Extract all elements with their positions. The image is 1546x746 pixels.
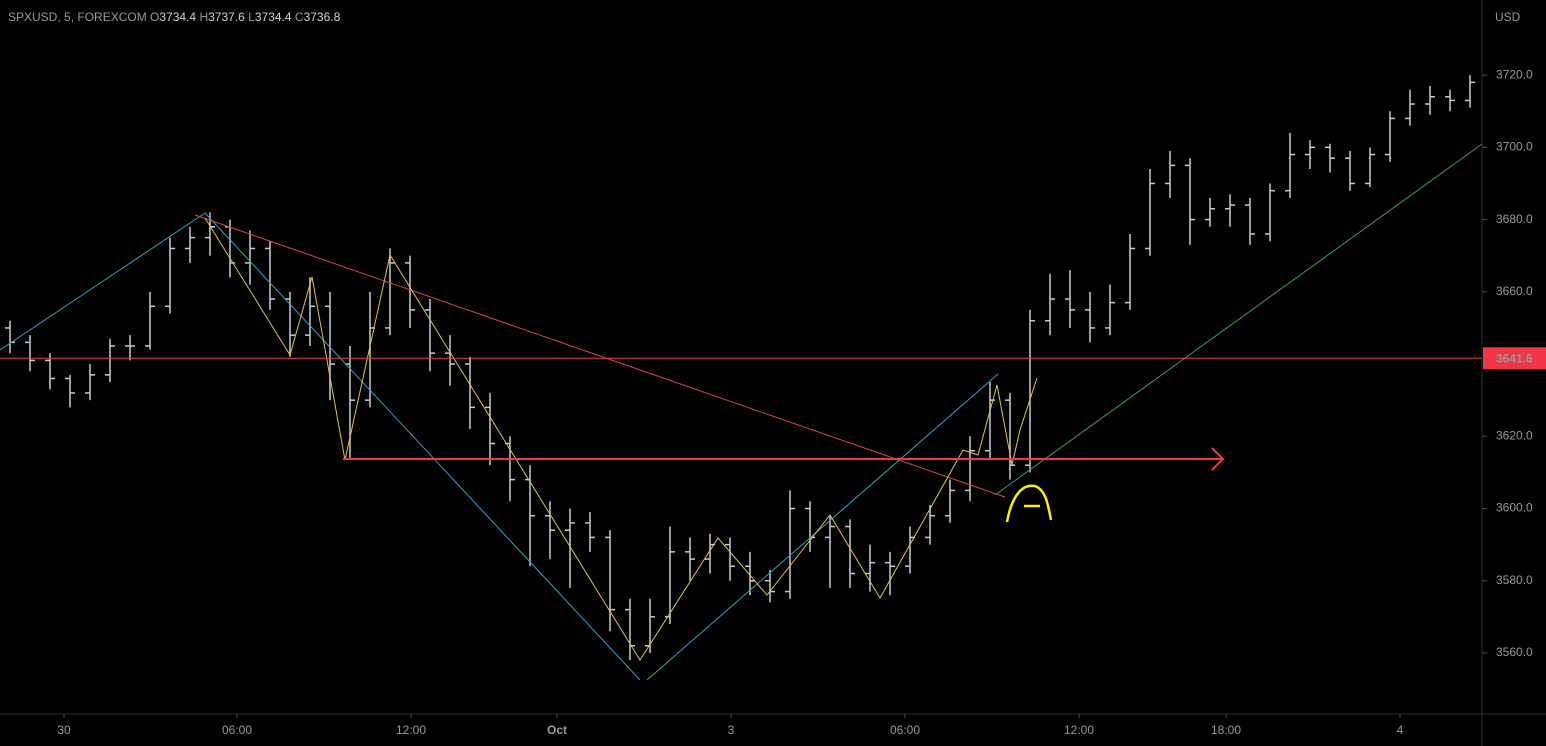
symbol: SPXUSD, 5, FOREXCOM — [8, 10, 147, 24]
l-value: 3734.4 — [255, 10, 292, 24]
y-tick-label: 3600.0 — [1496, 501, 1533, 515]
h-label: H — [199, 10, 208, 24]
y-tick-label: 3700.0 — [1496, 140, 1533, 154]
arrow-head — [1211, 447, 1225, 471]
header: SPXUSD, 5, FOREXCOM O3734.4 H3737.6 L373… — [8, 10, 341, 24]
zigzag — [204, 217, 1038, 661]
drawings — [0, 143, 1483, 681]
trend-line — [0, 212, 641, 681]
x-tick-label: 4 — [1397, 723, 1404, 737]
c-value: 3736.8 — [304, 10, 341, 24]
y-tick-label: 3580.0 — [1496, 573, 1533, 587]
y-tick-label: 3720.0 — [1496, 67, 1533, 81]
x-tick-label: 06:00 — [890, 723, 920, 737]
price-label: 3641.6 — [1496, 351, 1533, 365]
trend-line — [994, 143, 1483, 496]
price-label-box — [1483, 347, 1546, 370]
x-tick-label: 12:00 — [1064, 723, 1094, 737]
x-tick-label: 06:00 — [222, 723, 252, 737]
l-label: L — [248, 10, 255, 24]
x-tick-label: 30 — [57, 723, 71, 737]
y-tick-label: 3680.0 — [1496, 212, 1533, 226]
currency: USD — [1495, 10, 1521, 24]
x-tick-label: Oct — [547, 723, 567, 737]
y-tick-label: 3660.0 — [1496, 284, 1533, 298]
h-value: 3737.6 — [208, 10, 245, 24]
x-tick-label: 18:00 — [1211, 723, 1241, 737]
y-tick-label: 3620.0 — [1496, 428, 1533, 442]
o-label: O — [150, 10, 159, 24]
hand-drawn-a — [1005, 484, 1053, 523]
y-tick-label: 3560.0 — [1496, 645, 1533, 659]
trend-line — [194, 214, 1006, 498]
x-tick-label: 3 — [728, 723, 735, 737]
x-tick-label: 12:00 — [396, 723, 426, 737]
c-label: C — [295, 10, 304, 24]
o-value: 3734.4 — [159, 10, 196, 24]
trend-line — [646, 373, 999, 681]
